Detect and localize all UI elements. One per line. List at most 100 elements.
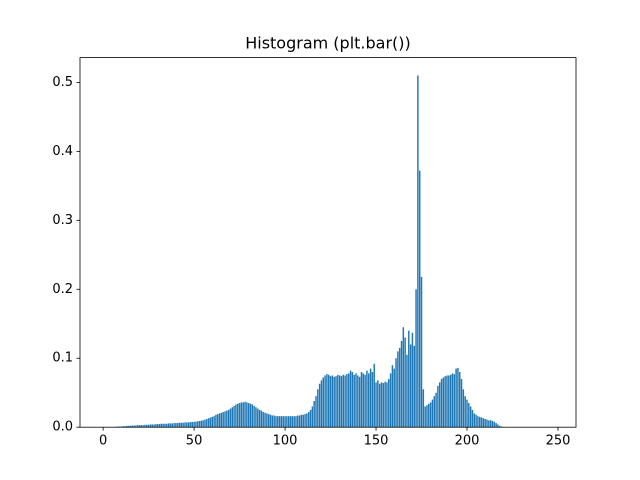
- bar: [222, 412, 224, 428]
- bar: [193, 421, 195, 428]
- bar: [200, 420, 203, 428]
- bar: [307, 412, 310, 428]
- bar: [189, 422, 192, 428]
- bar: [460, 378, 463, 428]
- bar: [338, 375, 341, 428]
- bar: [464, 396, 466, 428]
- bar: [147, 424, 150, 428]
- bar: [158, 424, 161, 428]
- y-tick-label: 0.5: [52, 75, 73, 90]
- bar: [397, 351, 399, 428]
- bar: [266, 413, 268, 428]
- bar: [149, 424, 152, 428]
- bar: [196, 421, 199, 428]
- bar: [358, 376, 361, 428]
- bar: [129, 425, 132, 428]
- bar: [418, 170, 421, 428]
- bar: [298, 415, 301, 428]
- bar: [482, 418, 485, 428]
- bar: [191, 422, 193, 428]
- bar: [131, 425, 133, 428]
- bar: [459, 372, 461, 428]
- bar: [218, 413, 221, 428]
- bar: [198, 420, 201, 428]
- bar: [324, 375, 326, 428]
- bar: [133, 425, 135, 428]
- bar: [384, 381, 386, 428]
- bar: [377, 380, 379, 428]
- bar: [453, 374, 456, 428]
- bar: [322, 377, 324, 428]
- bar: [155, 424, 157, 428]
- bar: [240, 402, 243, 428]
- bar: [477, 416, 479, 428]
- bar: [366, 370, 368, 428]
- bar: [255, 407, 257, 428]
- bar: [313, 400, 315, 428]
- bar: [286, 416, 288, 428]
- bar: [144, 424, 146, 428]
- x-tick-label: 100: [273, 434, 298, 449]
- bar: [217, 414, 219, 428]
- bar: [406, 354, 408, 428]
- bar: [360, 372, 363, 428]
- bar: [471, 409, 474, 428]
- bar: [331, 375, 334, 428]
- bar: [206, 418, 208, 428]
- bar: [380, 382, 383, 428]
- bar: [497, 424, 499, 428]
- bar: [320, 380, 323, 428]
- bar: [420, 276, 423, 428]
- bar: [444, 376, 446, 428]
- bar: [186, 422, 188, 428]
- bar: [300, 414, 303, 428]
- bar: [435, 392, 437, 428]
- bar: [233, 405, 235, 428]
- bar: [138, 425, 141, 428]
- bar: [122, 426, 124, 428]
- bar: [284, 416, 286, 428]
- bar: [211, 416, 214, 428]
- bar: [417, 75, 419, 428]
- bar: [364, 374, 366, 428]
- bar: [246, 402, 248, 428]
- bar: [164, 423, 166, 428]
- bar: [280, 416, 283, 428]
- bar: [429, 402, 432, 428]
- x-tick-label: 0: [99, 434, 107, 449]
- bar: [393, 368, 395, 428]
- bar: [289, 416, 292, 428]
- bar: [475, 414, 477, 428]
- bar: [184, 422, 186, 428]
- bar: [195, 421, 197, 428]
- bar: [466, 399, 468, 428]
- bar: [229, 408, 232, 428]
- bar: [495, 423, 497, 428]
- bar: [306, 413, 308, 428]
- bar: [371, 372, 374, 428]
- y-tick-label: 0.1: [52, 351, 73, 366]
- bar: [249, 403, 252, 428]
- bar: [362, 373, 365, 428]
- bar: [253, 405, 255, 428]
- bar: [422, 389, 425, 428]
- bar: [204, 419, 206, 428]
- bar: [484, 418, 486, 428]
- bar: [311, 406, 314, 428]
- bar: [493, 421, 496, 428]
- bar: [375, 382, 377, 428]
- y-tick-label: 0.0: [52, 420, 73, 435]
- bar: [224, 411, 226, 428]
- bar: [373, 363, 375, 428]
- bar: [382, 383, 385, 428]
- bar: [282, 416, 284, 428]
- bar: [202, 420, 204, 428]
- bar: [318, 383, 321, 428]
- bar: [258, 409, 261, 428]
- bar: [357, 375, 359, 428]
- bar: [329, 376, 332, 428]
- bar: [178, 422, 181, 428]
- bar: [271, 415, 274, 428]
- bar: [440, 378, 443, 428]
- bar: [207, 418, 210, 428]
